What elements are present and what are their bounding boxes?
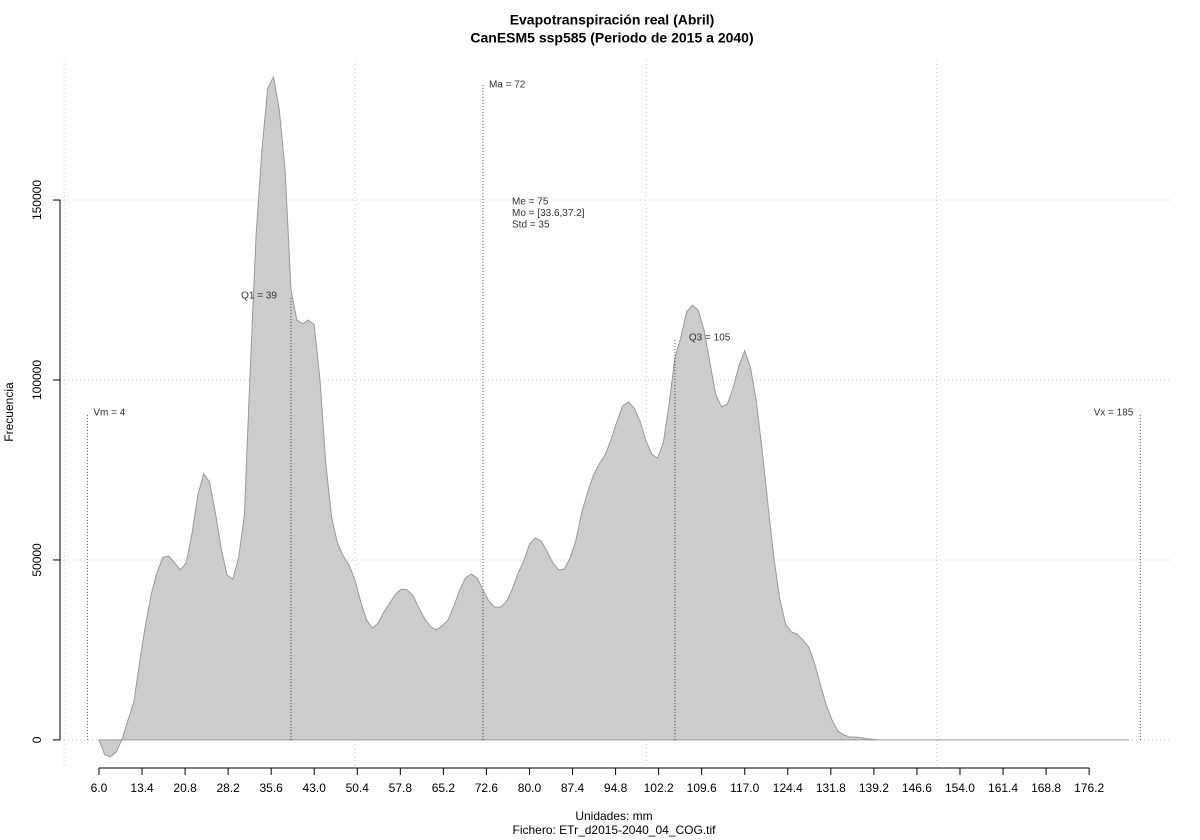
x-tick-label: 168.8 <box>1031 781 1061 795</box>
x-tick-label: 146.6 <box>902 781 932 795</box>
x-tick-label: 43.0 <box>303 781 327 795</box>
x-tick-label: 87.4 <box>561 781 585 795</box>
x-tick-label: 139.2 <box>859 781 889 795</box>
y-axis-label: Frecuencia <box>2 382 16 442</box>
x-tick-label: 28.2 <box>216 781 240 795</box>
marker-label: Vm = 4 <box>93 408 125 419</box>
file-label: Fichero: ETr_d2015-2040_04_COG.tif <box>513 823 717 837</box>
marker-label: Vx = 185 <box>1094 408 1134 419</box>
density-area <box>98 75 1129 758</box>
x-tick-label: 80.0 <box>518 781 542 795</box>
x-tick-label: 109.6 <box>687 781 717 795</box>
x-tick-label: 57.8 <box>389 781 413 795</box>
x-tick-label: 50.4 <box>346 781 370 795</box>
marker-label: Ma = 72 <box>489 80 526 91</box>
y-tick-label: 0 <box>30 736 44 743</box>
x-tick-label: 102.2 <box>644 781 674 795</box>
x-tick-label: 6.0 <box>91 781 108 795</box>
x-tick-label: 94.8 <box>604 781 628 795</box>
x-tick-label: 117.0 <box>730 781 759 795</box>
x-tick-label: 35.6 <box>259 781 283 795</box>
marker-label: Q1 = 39 <box>241 291 277 302</box>
y-tick-label: 100000 <box>30 360 44 400</box>
x-tick-label: 65.2 <box>432 781 456 795</box>
y-tick-label: 50000 <box>30 543 44 577</box>
chart-title: Evapotranspiración real (Abril) <box>510 12 715 28</box>
x-tick-label: 13.4 <box>130 781 154 795</box>
chart-subtitle: CanESM5 ssp585 (Periodo de 2015 a 2040) <box>470 30 753 46</box>
x-tick-label: 72.6 <box>475 781 499 795</box>
stat-label: Me = 75 <box>512 197 549 208</box>
stat-label: Mo = [33.6,37.2] <box>512 208 585 219</box>
x-tick-label: 131.8 <box>816 781 846 795</box>
x-tick-label: 161.4 <box>988 781 1018 795</box>
stat-label: Std = 35 <box>512 220 550 231</box>
x-tick-label: 154.0 <box>945 781 975 795</box>
x-axis-label: Unidades: mm <box>575 809 652 823</box>
x-tick-label: 20.8 <box>173 781 197 795</box>
x-tick-label: 124.4 <box>773 781 803 795</box>
x-tick-label: 176.2 <box>1074 781 1104 795</box>
marker-label: Q3 = 105 <box>689 333 731 344</box>
y-tick-label: 150000 <box>30 180 44 220</box>
